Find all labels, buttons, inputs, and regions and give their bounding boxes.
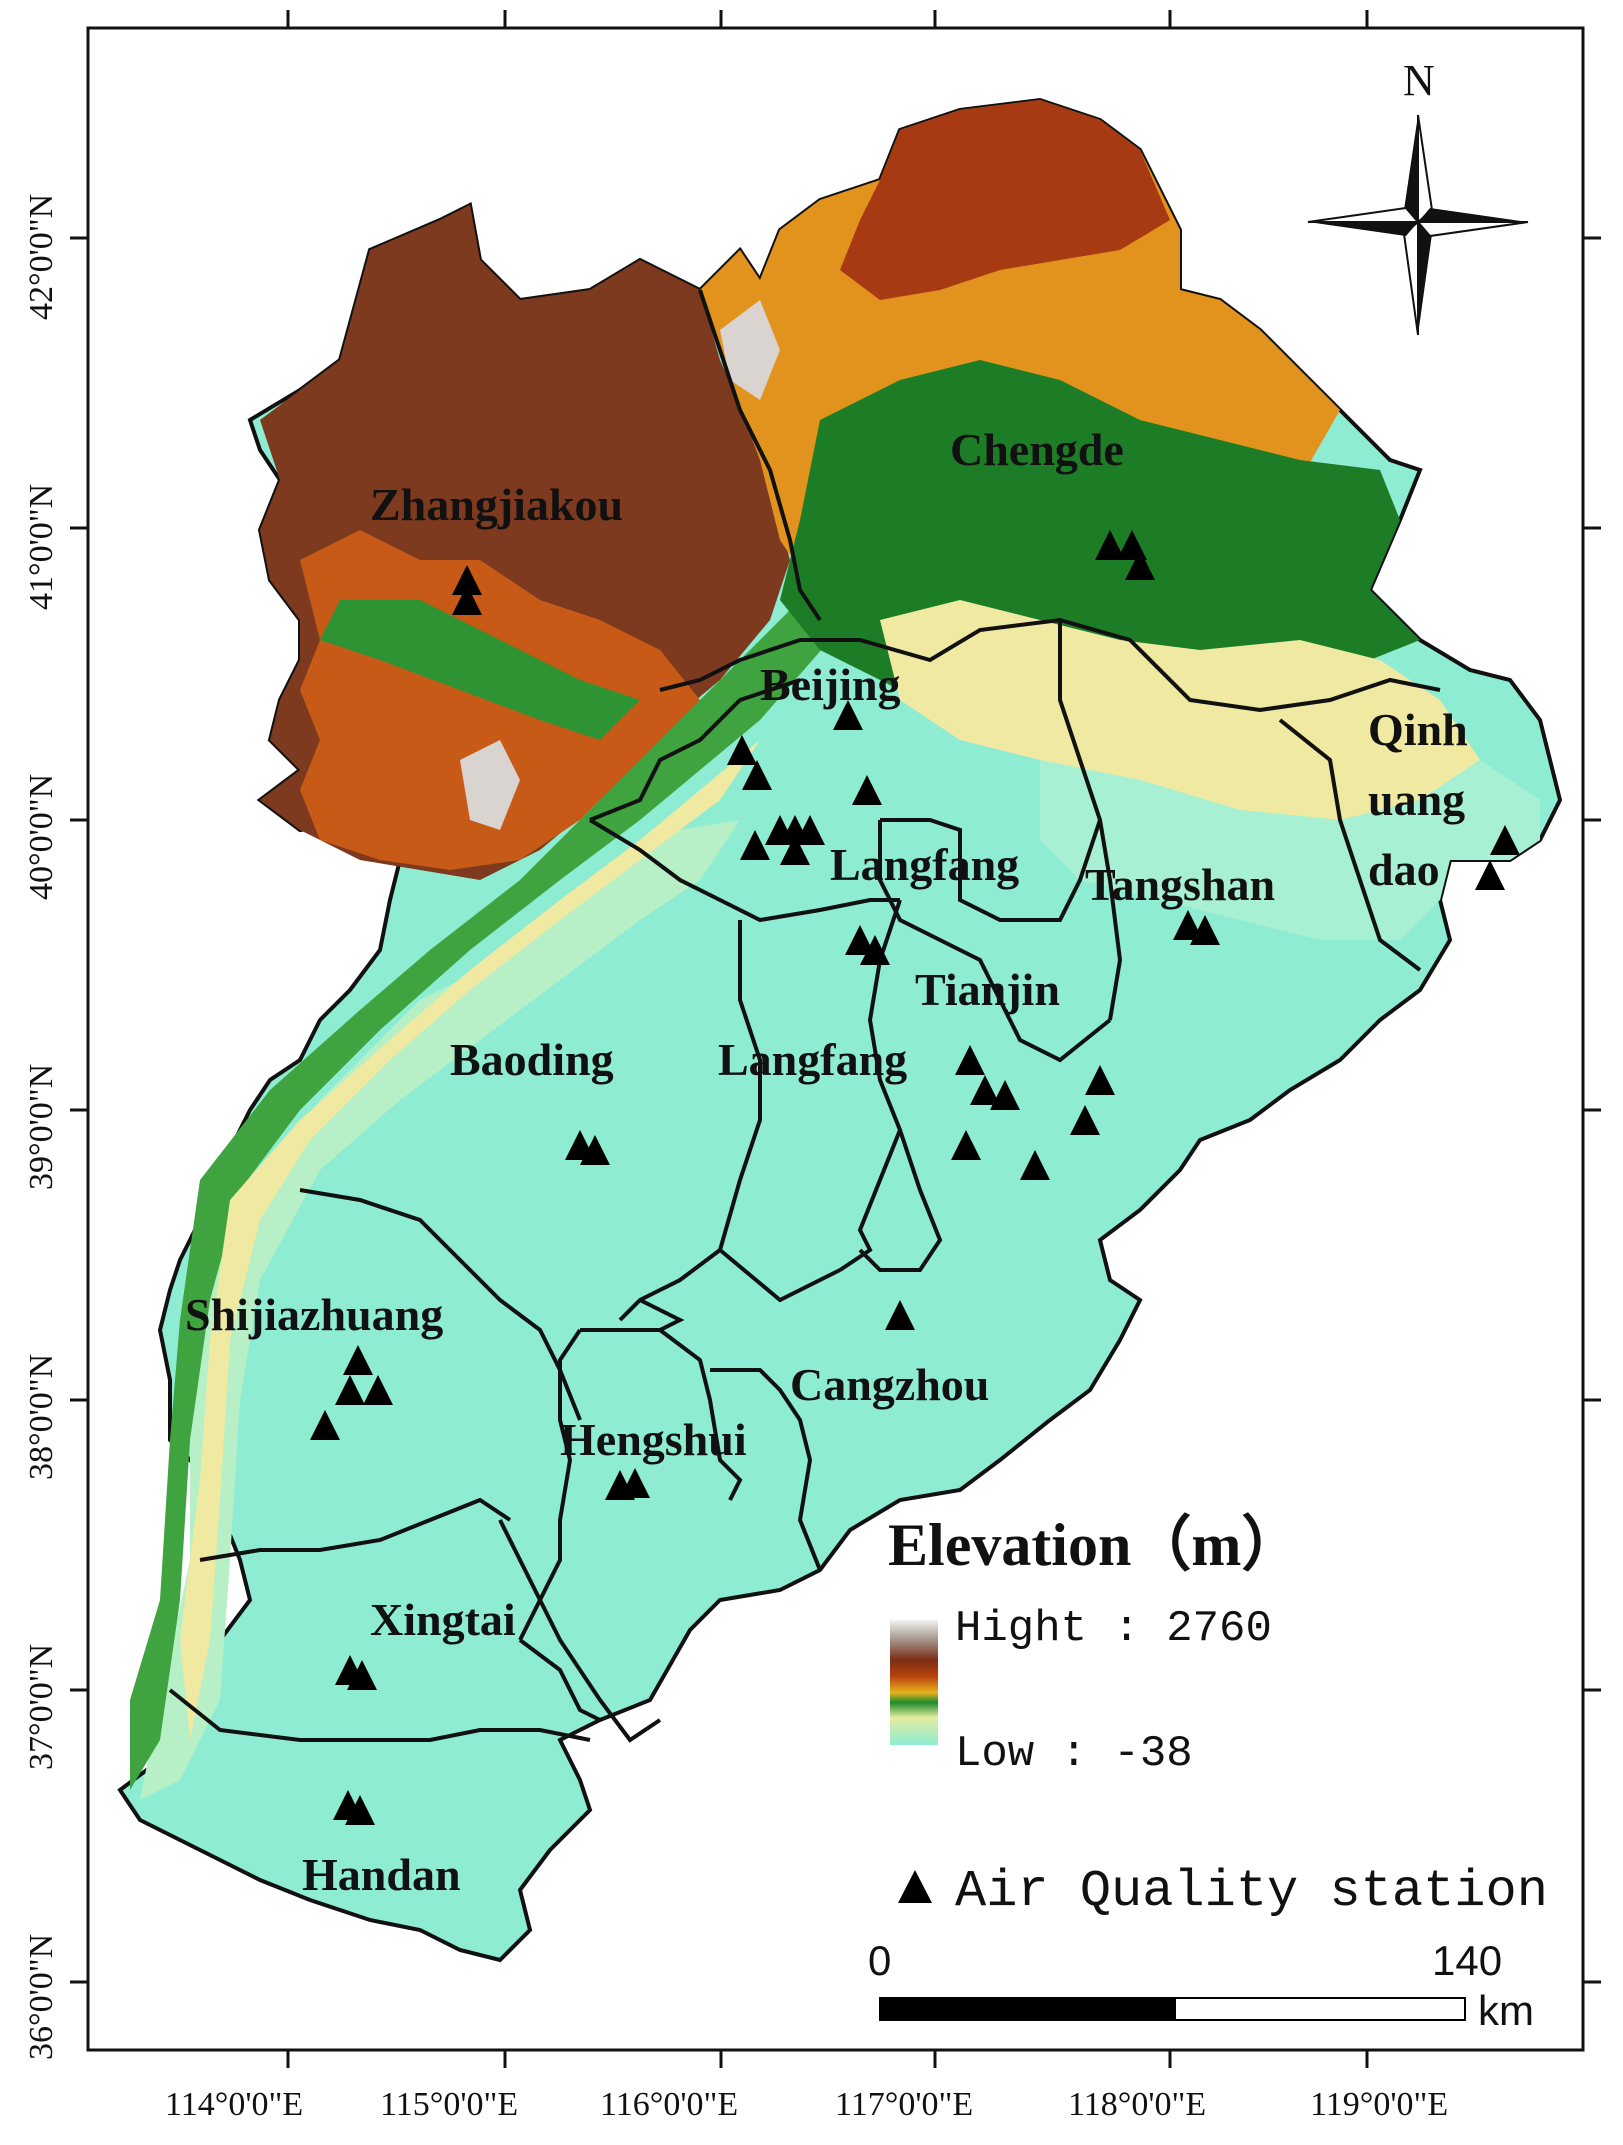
terrain-valley-nw: [320, 600, 640, 740]
station-marker: [620, 1468, 650, 1498]
lon-label-115: 115°0'0"E: [380, 2086, 518, 2123]
city-label-handan: Handan: [302, 1849, 461, 1900]
city-label-qinhuangdao-3: dao: [1368, 844, 1440, 895]
terrain: [117, 97, 1563, 1963]
station-marker: [1475, 860, 1505, 890]
terrain-foothill: [130, 600, 830, 1790]
latitude-labels: 42°0'0"N 41°0'0"N 40°0'0"N 39°0'0"N 38°0…: [23, 194, 60, 2060]
station-marker: [335, 1375, 365, 1405]
lat-label-40: 40°0'0"N: [23, 774, 60, 900]
station-marker: [1125, 550, 1155, 580]
station-marker: [345, 1795, 375, 1825]
scale-start-label: 0: [868, 1937, 891, 1984]
station-marker: [1070, 1105, 1100, 1135]
city-label-cangzhou: Cangzhou: [790, 1359, 989, 1410]
terrain-peak-ne: [720, 300, 780, 400]
lat-label-39: 39°0'0"N: [23, 1064, 60, 1190]
legend-station-label: Air Quality station: [955, 1862, 1548, 1921]
station-marker: [742, 760, 772, 790]
city-label-shijiazhuang: Shijiazhuang: [185, 1289, 443, 1340]
station-marker: [845, 925, 875, 955]
legend-high: Hight : 2760: [955, 1604, 1272, 1654]
lat-label-36: 36°0'0"N: [23, 1934, 60, 2060]
city-label-xingtai: Xingtai: [370, 1594, 516, 1645]
station-marker: [1095, 530, 1125, 560]
city-label-tangshan: Tangshan: [1085, 859, 1275, 910]
lon-label-118: 118°0'0"E: [1068, 2086, 1206, 2123]
city-label-baoding: Baoding: [450, 1034, 614, 1085]
city-label-langfang-north: Langfang: [830, 839, 1019, 890]
station-marker: [1490, 825, 1520, 855]
city-label-beijing: Beijing: [760, 659, 901, 710]
lat-label-38: 38°0'0"N: [23, 1354, 60, 1480]
lon-label-114: 114°0'0"E: [165, 2086, 303, 2123]
legend-low: Low : -38: [955, 1729, 1193, 1779]
station-marker: [580, 1135, 610, 1165]
city-labels: Zhangjiakou Chengde Beijing Qinh uang da…: [185, 424, 1468, 1900]
lat-label-41: 41°0'0"N: [23, 484, 60, 610]
station-marker: [740, 830, 770, 860]
station-marker: [1085, 1065, 1115, 1095]
city-label-tianjin: Tianjin: [915, 964, 1060, 1015]
station-marker: [852, 775, 882, 805]
station-marker: [363, 1375, 393, 1405]
city-label-hengshui: Hengshui: [560, 1414, 747, 1465]
city-label-qinhuangdao-2: uang: [1368, 774, 1465, 825]
terrain-mint-east: [1040, 760, 1540, 940]
station-marker: [970, 1075, 1000, 1105]
city-label-langfang-south: Langfang: [718, 1034, 907, 1085]
station-marker: [833, 700, 863, 730]
station-marker: [885, 1300, 915, 1330]
city-label-zhangjiakou: Zhangjiakou: [370, 479, 623, 530]
city-label-chengde: Chengde: [950, 424, 1124, 475]
terrain-mountain-ne-red: [840, 100, 1170, 300]
station-marker: [990, 1080, 1020, 1110]
lon-label-117: 117°0'0"E: [835, 2086, 973, 2123]
scale-bar: 0 140 km: [868, 1937, 1534, 2034]
lon-label-116: 116°0'0"E: [600, 2086, 738, 2123]
city-label-qinhuangdao-1: Qinh: [1368, 704, 1468, 755]
north-arrow: N: [1307, 56, 1529, 336]
station-marker: [780, 835, 810, 865]
station-marker: [452, 565, 482, 595]
legend-title: Elevation（m）: [888, 1511, 1301, 1578]
city-boundaries: [168, 289, 1441, 1743]
station-marker: [1190, 915, 1220, 945]
station-marker: [452, 585, 482, 615]
lat-label-37: 37°0'0"N: [23, 1644, 60, 1770]
terrain-peak-nw: [460, 740, 520, 830]
station-marker: [860, 935, 890, 965]
lat-label-42: 42°0'0"N: [23, 194, 60, 320]
air-quality-stations: [310, 530, 1520, 1825]
station-marker: [310, 1410, 340, 1440]
station-marker: [347, 1660, 377, 1690]
station-marker: [951, 1130, 981, 1160]
scale-end-label: 140: [1432, 1937, 1502, 1984]
lon-label-119: 119°0'0"E: [1310, 2086, 1448, 2123]
station-marker: [795, 815, 825, 845]
station-marker: [343, 1345, 373, 1375]
legend: Elevation（m） Hight : 2760 Low : -38 Air …: [888, 1511, 1548, 1921]
elevation-gradient-bar: [890, 1620, 938, 1745]
station-marker: [1173, 910, 1203, 940]
scale-unit-label: km: [1478, 1987, 1534, 2034]
legend-station-symbol: [898, 1870, 932, 1903]
axis-ticks: [70, 10, 1601, 2068]
station-marker: [727, 735, 757, 765]
station-marker: [1020, 1150, 1050, 1180]
north-label: N: [1403, 56, 1435, 105]
station-marker: [955, 1045, 985, 1075]
longitude-labels: 114°0'0"E 115°0'0"E 116°0'0"E 117°0'0"E …: [165, 2086, 1448, 2123]
